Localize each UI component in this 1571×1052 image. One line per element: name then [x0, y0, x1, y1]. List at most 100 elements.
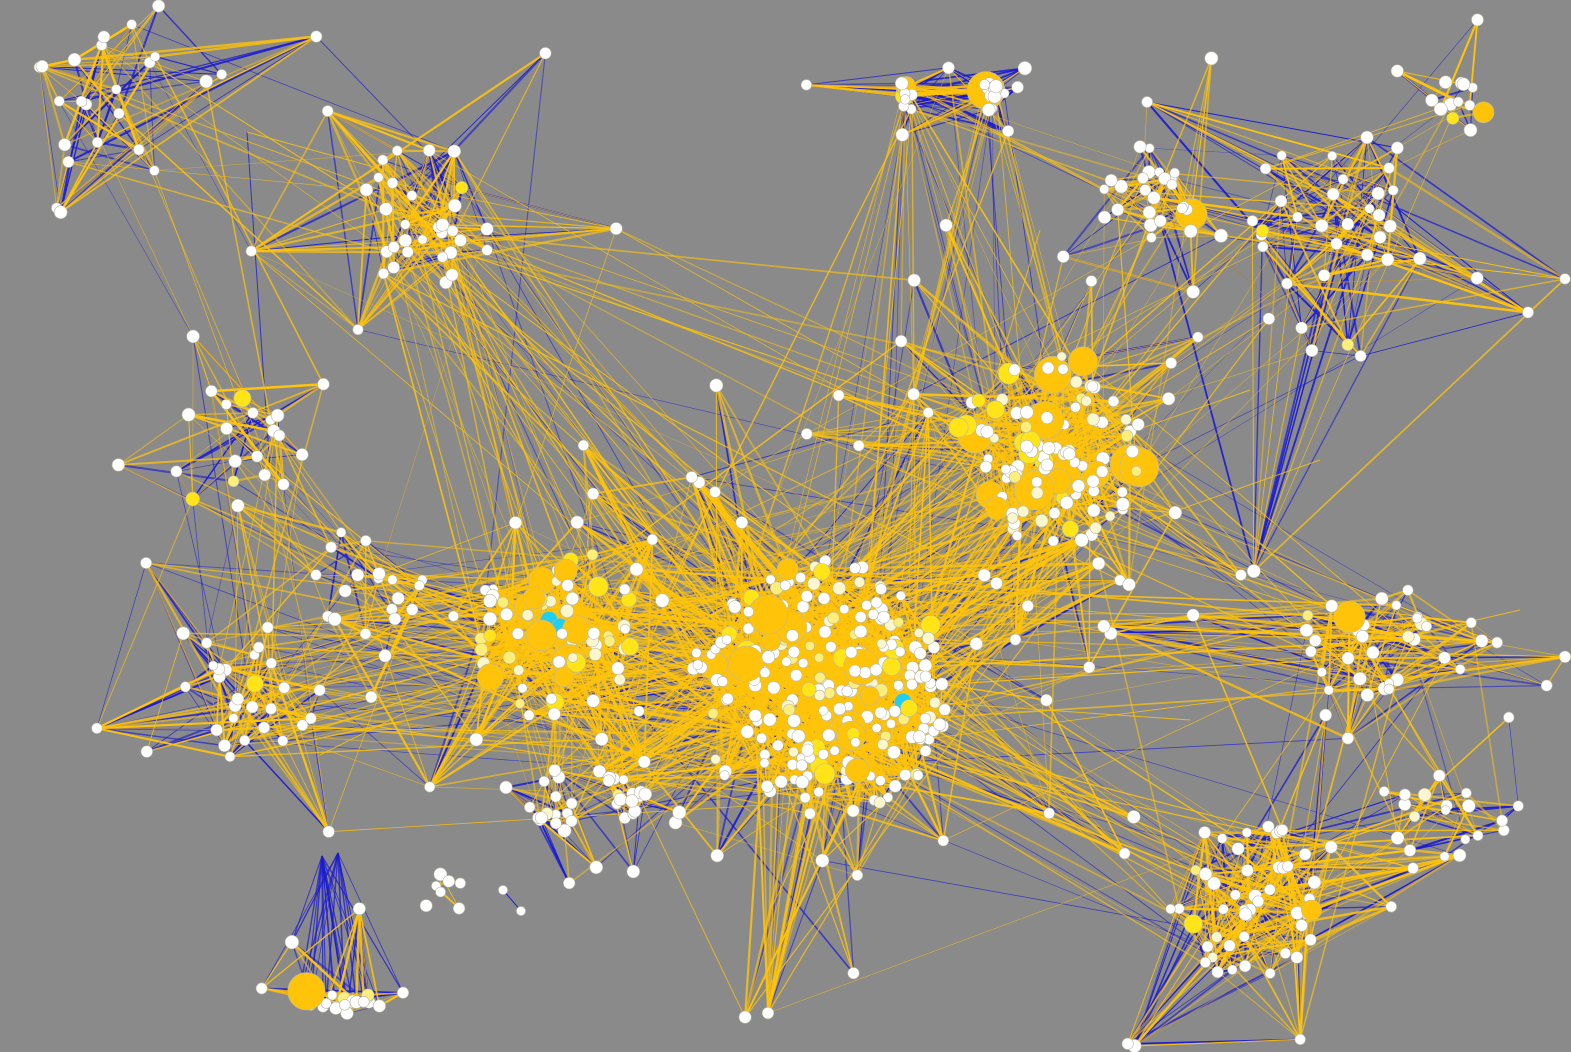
graph-node[interactable]: [179, 681, 191, 693]
graph-node[interactable]: [75, 95, 88, 108]
graph-node[interactable]: [516, 906, 526, 916]
graph-node[interactable]: [111, 458, 125, 472]
graph-node[interactable]: [481, 244, 493, 256]
graph-node[interactable]: [388, 612, 402, 626]
graph-node[interactable]: [277, 735, 289, 747]
graph-node[interactable]: [398, 233, 412, 248]
graph-node[interactable]: [91, 722, 103, 734]
graph-node[interactable]: [377, 268, 390, 280]
graph-node[interactable]: [201, 637, 213, 649]
graph-node[interactable]: [325, 541, 337, 554]
graph-node[interactable]: [387, 241, 400, 253]
graph-node[interactable]: [521, 609, 534, 621]
graph-node[interactable]: [562, 615, 591, 645]
graph-node[interactable]: [220, 422, 233, 435]
graph-node[interactable]: [497, 596, 509, 609]
graph-node[interactable]: [447, 198, 462, 213]
graph-node[interactable]: [378, 649, 392, 663]
graph-node[interactable]: [391, 145, 403, 156]
graph-node[interactable]: [67, 52, 82, 67]
graph-node[interactable]: [499, 607, 513, 621]
graph-node[interactable]: [113, 107, 125, 120]
graph-node[interactable]: [525, 619, 558, 652]
graph-node[interactable]: [265, 702, 277, 715]
graph-node[interactable]: [253, 641, 265, 653]
graph-node[interactable]: [176, 626, 190, 641]
graph-node[interactable]: [359, 183, 374, 197]
graph-node[interactable]: [483, 629, 497, 643]
graph-node[interactable]: [611, 661, 625, 675]
graph-node[interactable]: [186, 329, 200, 344]
graph-node[interactable]: [220, 398, 232, 410]
graph-node[interactable]: [231, 499, 245, 513]
graph-node[interactable]: [310, 30, 323, 43]
graph-node[interactable]: [336, 527, 347, 538]
graph-node[interactable]: [446, 225, 459, 237]
graph-node[interactable]: [522, 586, 546, 610]
graph-node[interactable]: [247, 407, 259, 419]
graph-node[interactable]: [352, 324, 364, 336]
node-layer[interactable]: [33, 0, 1571, 1052]
graph-node[interactable]: [391, 591, 405, 605]
graph-node[interactable]: [386, 177, 399, 189]
graph-node[interactable]: [351, 568, 365, 582]
graph-node[interactable]: [476, 663, 504, 691]
graph-node[interactable]: [387, 574, 398, 585]
graph-node[interactable]: [53, 95, 65, 107]
graph-node[interactable]: [92, 136, 104, 148]
graph-node[interactable]: [474, 642, 489, 657]
graph-node[interactable]: [111, 84, 122, 95]
graph-node[interactable]: [517, 683, 528, 694]
graph-node[interactable]: [338, 584, 352, 598]
graph-node[interactable]: [150, 51, 161, 62]
graph-node[interactable]: [149, 165, 160, 176]
graph-node[interactable]: [233, 389, 252, 408]
graph-node[interactable]: [152, 0, 166, 13]
graph-node[interactable]: [588, 647, 602, 661]
graph-node[interactable]: [435, 218, 450, 232]
graph-node[interactable]: [406, 603, 419, 616]
graph-node[interactable]: [265, 657, 277, 669]
graph-node[interactable]: [511, 627, 524, 640]
graph-node[interactable]: [620, 623, 631, 635]
graph-node[interactable]: [565, 591, 579, 606]
graph-node[interactable]: [480, 222, 494, 236]
graph-node[interactable]: [553, 558, 578, 583]
graph-node[interactable]: [35, 60, 49, 73]
graph-node[interactable]: [258, 468, 272, 482]
graph-node[interactable]: [317, 378, 330, 391]
graph-node[interactable]: [513, 664, 525, 676]
graph-node[interactable]: [270, 408, 285, 423]
graph-node[interactable]: [437, 251, 448, 263]
graph-node[interactable]: [246, 674, 264, 693]
graph-node[interactable]: [561, 579, 574, 592]
graph-node[interactable]: [208, 660, 219, 671]
graph-node[interactable]: [359, 628, 372, 640]
graph-node[interactable]: [539, 47, 552, 60]
graph-node[interactable]: [417, 234, 428, 245]
graph-node[interactable]: [560, 604, 574, 618]
graph-node[interactable]: [185, 491, 200, 507]
graph-node[interactable]: [304, 712, 317, 725]
graph-node[interactable]: [216, 69, 227, 80]
graph-node[interactable]: [210, 723, 223, 737]
graph-node[interactable]: [205, 385, 218, 398]
graph-node[interactable]: [321, 105, 334, 117]
graph-node[interactable]: [514, 698, 526, 709]
graph-node[interactable]: [296, 719, 309, 732]
graph-node[interactable]: [228, 454, 242, 468]
graph-node[interactable]: [445, 268, 459, 282]
graph-node[interactable]: [552, 655, 566, 669]
graph-node[interactable]: [588, 576, 609, 597]
graph-node[interactable]: [447, 144, 461, 159]
graph-node[interactable]: [295, 448, 309, 461]
graph-node[interactable]: [251, 450, 264, 463]
graph-node[interactable]: [455, 181, 469, 195]
graph-node[interactable]: [273, 429, 286, 442]
graph-node[interactable]: [140, 745, 153, 758]
graph-node[interactable]: [373, 172, 384, 183]
graph-node[interactable]: [322, 825, 335, 838]
graph-node[interactable]: [406, 190, 418, 201]
